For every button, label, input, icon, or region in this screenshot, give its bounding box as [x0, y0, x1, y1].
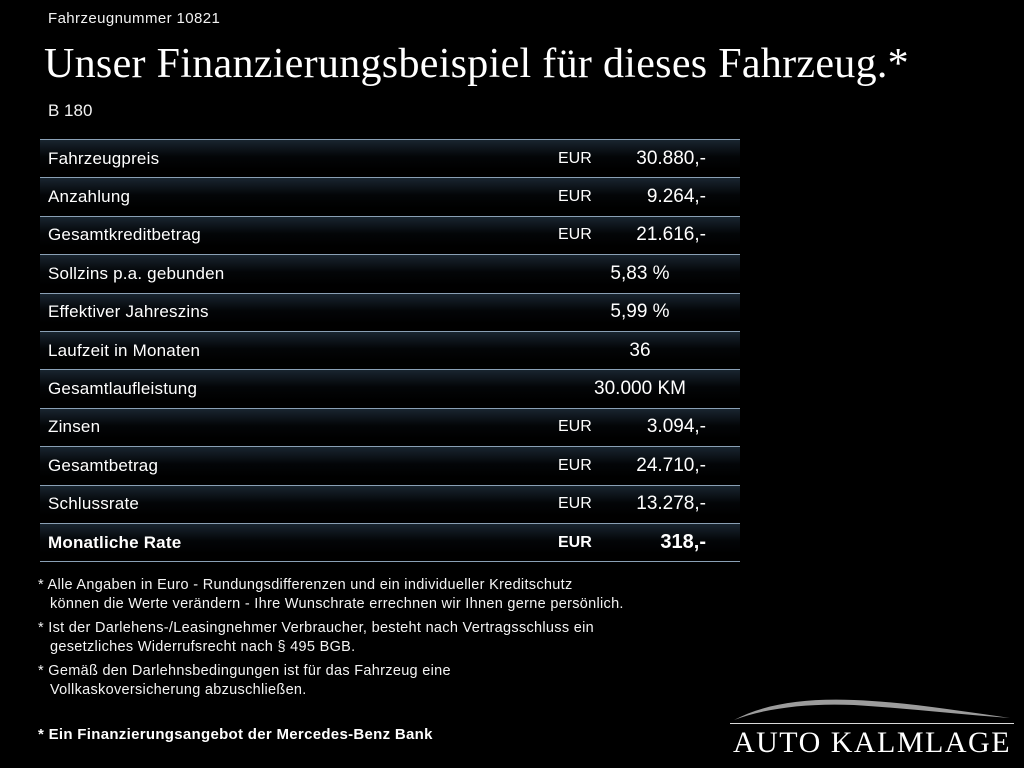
- page-title: Unser Finanzierungsbeispiel für dieses F…: [44, 41, 909, 87]
- table-row: Zinsen EUR 3.094,-: [40, 407, 740, 447]
- table-row: Fahrzeugpreis EUR 30.880,-: [40, 139, 740, 178]
- vehicle-model: B 180: [48, 101, 93, 120]
- row-label: Zinsen: [48, 417, 101, 437]
- row-value: 21.616,-: [636, 224, 706, 246]
- row-value-area: EUR 24.710,-: [540, 455, 740, 477]
- row-label: Schlussrate: [48, 494, 140, 514]
- footnote-line: können die Werte verändern - Ihre Wunsch…: [50, 596, 624, 612]
- logo-divider: [730, 723, 1014, 724]
- row-label: Monatliche Rate: [48, 532, 182, 552]
- row-currency: EUR: [558, 226, 592, 244]
- table-row: Monatliche Rate EUR 318,-: [40, 522, 740, 562]
- row-value-area: EUR 3.094,-: [540, 416, 740, 438]
- row-value: 30.880,-: [636, 147, 706, 169]
- table-row: Schlussrate EUR 13.278,-: [40, 484, 740, 523]
- vehicle-number: Fahrzeugnummer 10821: [48, 10, 221, 27]
- row-currency: EUR: [558, 456, 592, 474]
- footnote-line: * Alle Angaben in Euro - Rundungsdiffere…: [38, 577, 573, 593]
- row-label: Laufzeit in Monaten: [48, 340, 201, 360]
- footnotes: * Alle Angaben in Euro - Rundungsdiffere…: [38, 576, 758, 705]
- row-currency: EUR: [558, 149, 592, 167]
- row-value: 3.094,-: [646, 416, 706, 438]
- row-value: 318,-: [660, 531, 706, 554]
- row-value-area: EUR 13.278,-: [540, 493, 740, 515]
- footnote-line: * Ist der Darlehens-/Leasingnehmer Verbr…: [38, 620, 594, 636]
- row-currency: EUR: [558, 495, 592, 513]
- row-label: Gesamtbetrag: [48, 455, 159, 475]
- table-row: Sollzins p.a. gebunden 5,83 %: [40, 254, 740, 293]
- row-value: 36: [629, 339, 651, 361]
- row-value-area: EUR 318,-: [540, 531, 740, 554]
- row-label: Sollzins p.a. gebunden: [48, 263, 225, 283]
- footnote: * Gemäß den Darlehnsbedingungen ist für …: [38, 662, 758, 700]
- footnote-line: * Gemäß den Darlehnsbedingungen ist für …: [38, 663, 451, 679]
- dealer-logo-text: AUTO KALMLAGE: [732, 726, 1012, 759]
- row-label: Gesamtlaufleistung: [48, 379, 198, 399]
- row-label: Fahrzeugpreis: [48, 148, 160, 168]
- row-value-area: 5,99 %: [540, 301, 740, 323]
- row-currency: EUR: [558, 418, 592, 436]
- table-row: Anzahlung EUR 9.264,-: [40, 177, 740, 216]
- footnote: * Ist der Darlehens-/Leasingnehmer Verbr…: [38, 619, 758, 657]
- row-currency: EUR: [558, 188, 592, 206]
- row-value-area: EUR 9.264,-: [540, 186, 740, 208]
- row-value-area: 5,83 %: [540, 263, 740, 285]
- row-value-area: 36: [540, 340, 740, 362]
- finance-table: Fahrzeugpreis EUR 30.880,- Anzahlung EUR…: [40, 139, 740, 563]
- row-value-area: EUR 30.880,-: [540, 148, 740, 170]
- row-value: 24.710,-: [636, 454, 706, 476]
- table-row: Gesamtkreditbetrag EUR 21.616,-: [40, 215, 740, 255]
- table-row: Gesamtlaufleistung 30.000 KM: [40, 369, 740, 408]
- row-label: Effektiver Jahreszins: [48, 302, 209, 322]
- row-value: 5,99 %: [610, 301, 670, 323]
- car-silhouette-icon: [734, 699, 1010, 720]
- row-value-area: 30.000 KM: [540, 378, 740, 400]
- row-value: 30.000 KM: [594, 378, 686, 400]
- row-value: 9.264,-: [646, 186, 706, 208]
- footnote-line: gesetzliches Widerrufsrecht nach § 495 B…: [50, 639, 356, 655]
- row-label: Gesamtkreditbetrag: [48, 225, 201, 245]
- table-row: Laufzeit in Monaten 36: [40, 330, 740, 370]
- row-currency: EUR: [558, 533, 592, 551]
- row-value: 13.278,-: [636, 493, 706, 515]
- dealer-logo: AUTO KALMLAGE: [730, 697, 1014, 760]
- row-label: Anzahlung: [48, 187, 131, 207]
- financing-offer-note: * Ein Finanzierungsangebot der Mercedes-…: [38, 726, 433, 743]
- row-value-area: EUR 21.616,-: [540, 224, 740, 246]
- footnote: * Alle Angaben in Euro - Rundungsdiffere…: [38, 576, 758, 614]
- footnote-line: Vollkaskoversicherung abzuschließen.: [50, 682, 307, 698]
- table-row: Effektiver Jahreszins 5,99 %: [40, 292, 740, 331]
- table-row: Gesamtbetrag EUR 24.710,-: [40, 446, 740, 485]
- row-value: 5,83 %: [610, 262, 670, 284]
